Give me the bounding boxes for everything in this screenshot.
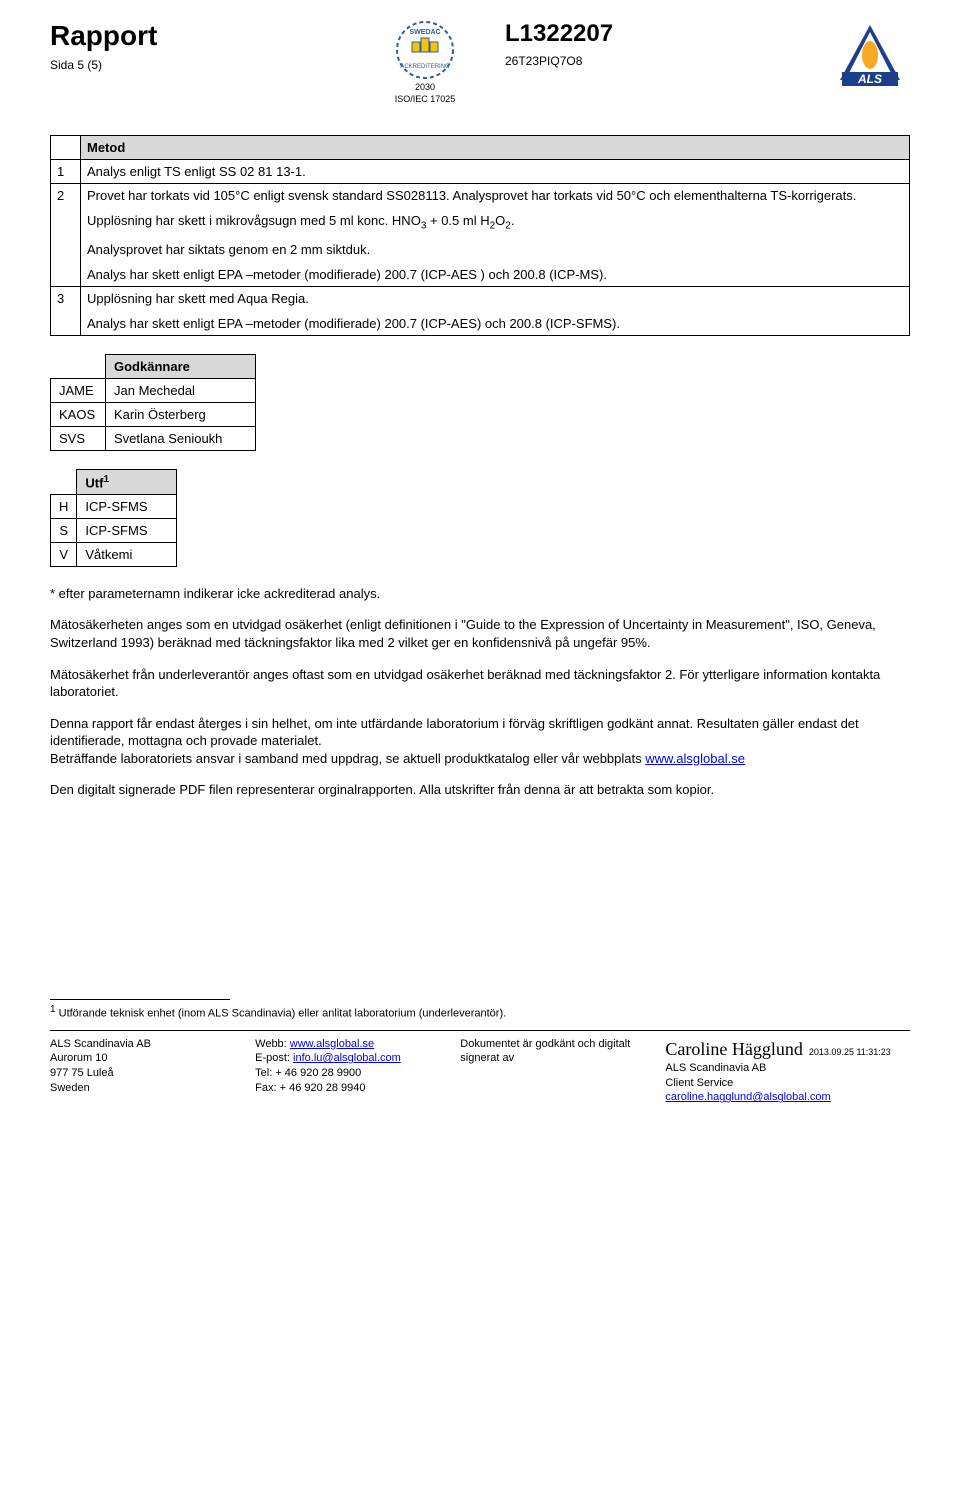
page-header: Rapport Sida 5 (5) SWEDAC ACKREDITERING …	[50, 20, 910, 105]
digital-signature-note: Den digitalt signerade PDF filen represe…	[50, 781, 910, 799]
header-left: Rapport Sida 5 (5)	[50, 20, 365, 72]
signature-name: Caroline Hägglund	[665, 1037, 802, 1061]
report-number: L1322207	[505, 20, 820, 48]
footer-address: ALS Scandinavia AB Aurorum 10 977 75 Lul…	[50, 1037, 255, 1106]
footer-signature: Caroline Hägglund 2013.09.25 11:31:23 AL…	[665, 1037, 910, 1106]
swedac-logo: SWEDAC ACKREDITERING 2030 ISO/IEC 17025	[365, 20, 485, 105]
table-row: 2 Provet har torkats vid 105°C enligt sv…	[51, 184, 910, 287]
swedac-standard: ISO/IEC 17025	[390, 94, 460, 104]
footer-mail-link[interactable]: info.lu@alsglobal.com	[293, 1052, 401, 1064]
als-logo: ALS	[820, 20, 910, 93]
subcontractor-note: Mätosäkerhet från underleverantör anges …	[50, 666, 910, 701]
method-cell: Provet har torkats vid 105°C enligt sven…	[81, 184, 910, 287]
table-row: JAMEJan Mechedal	[51, 378, 256, 402]
signature-mail-link[interactable]: caroline.hagglund@alsglobal.com	[665, 1091, 830, 1103]
table-row: HICP-SFMS	[51, 494, 177, 518]
utf-table: Utf1 HICP-SFMS SICP-SFMS VVåtkemi	[50, 469, 177, 567]
svg-text:ACKREDITERING: ACKREDITERING	[400, 64, 450, 70]
method-cell: Analys enligt TS enligt SS 02 81 13-1.	[81, 160, 910, 184]
table-row: SVSSvetlana Senioukh	[51, 426, 256, 450]
als-logo-icon: ALS	[830, 20, 910, 90]
swedac-number: 2030	[390, 82, 460, 92]
approver-heading: Godkännare	[106, 354, 256, 378]
method-number: 1	[51, 160, 81, 184]
method-number: 3	[51, 286, 81, 335]
method-table: Metod 1 Analys enligt TS enligt SS 02 81…	[50, 135, 910, 336]
table-row: SICP-SFMS	[51, 518, 177, 542]
footer-approval: Dokumentet är godkänt och digitalt signe…	[460, 1037, 665, 1106]
reproduction-note: Denna rapport får endast återges i sin h…	[50, 715, 910, 768]
asterisk-note: * efter parameternamn indikerar icke ack…	[50, 585, 910, 603]
method-heading: Metod	[81, 136, 910, 160]
alsglobal-link[interactable]: www.alsglobal.se	[645, 751, 745, 766]
table-row: KAOSKarin Österberg	[51, 402, 256, 426]
svg-text:SWEDAC: SWEDAC	[409, 29, 440, 36]
footer-contact: Webb: www.alsglobal.se E-post: info.lu@a…	[255, 1037, 460, 1106]
approver-table: Godkännare JAMEJan Mechedal KAOSKarin Ös…	[50, 354, 256, 451]
report-reference: 26T23PIQ7O8	[505, 54, 820, 68]
page-number: Sida 5 (5)	[50, 58, 365, 72]
utf-heading: Utf1	[77, 469, 177, 494]
swedac-icon: SWEDAC ACKREDITERING	[390, 20, 460, 80]
svg-text:ALS: ALS	[857, 72, 882, 86]
footer-web-link[interactable]: www.alsglobal.se	[290, 1038, 374, 1050]
method-cell: Upplösning har skett med Aqua Regia. Ana…	[81, 286, 910, 335]
page-footer: ALS Scandinavia AB Aurorum 10 977 75 Lul…	[50, 1030, 910, 1106]
report-title: Rapport	[50, 20, 365, 52]
signature-date: 2013.09.25 11:31:23	[809, 1046, 891, 1058]
table-row: VVåtkemi	[51, 542, 177, 566]
table-row: 3 Upplösning har skett med Aqua Regia. A…	[51, 286, 910, 335]
method-number: 2	[51, 184, 81, 287]
table-row: 1 Analys enligt TS enligt SS 02 81 13-1.	[51, 160, 910, 184]
uncertainty-note: Mätosäkerheten anges som en utvidgad osä…	[50, 616, 910, 651]
footnote: 1 Utförande teknisk enhet (inom ALS Scan…	[50, 1004, 910, 1020]
header-right: L1322207 26T23PIQ7O8	[485, 20, 820, 68]
footnote-separator	[50, 999, 230, 1000]
